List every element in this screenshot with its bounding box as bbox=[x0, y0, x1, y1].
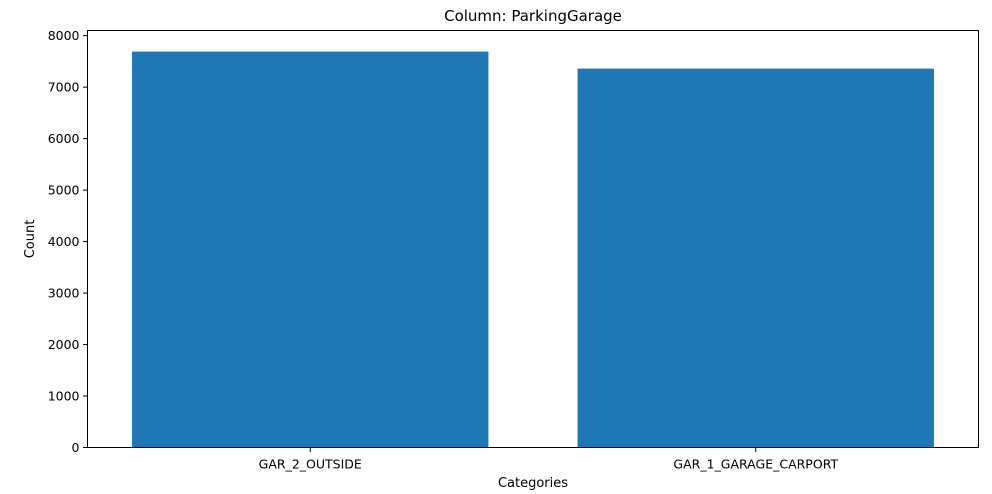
x-tick-label: GAR_2_OUTSIDE bbox=[259, 457, 362, 472]
y-axis: 0 1000 2000 3000 4000 5000 6000 7000 8000 bbox=[48, 28, 88, 455]
y-tick-label: 7000 bbox=[48, 80, 80, 95]
y-tick-label: 3000 bbox=[48, 286, 80, 301]
y-tick-label: 0 bbox=[72, 440, 80, 455]
y-tick-label: 4000 bbox=[48, 234, 80, 249]
chart-title: Column: ParkingGarage bbox=[444, 7, 622, 25]
y-tick-label: 8000 bbox=[48, 28, 80, 43]
bars-group bbox=[132, 51, 934, 448]
y-tick-label: 5000 bbox=[48, 183, 80, 198]
x-axis: GAR_2_OUTSIDE GAR_1_GARAGE_CARPORT bbox=[259, 447, 838, 472]
x-tick-label: GAR_1_GARAGE_CARPORT bbox=[673, 457, 838, 472]
y-tick-label: 1000 bbox=[48, 389, 80, 404]
bar-gar-2-outside bbox=[132, 51, 489, 448]
y-axis-title: Count bbox=[23, 220, 38, 259]
plot-frame bbox=[87, 30, 979, 448]
x-axis-title: Categories bbox=[498, 476, 568, 491]
bar-gar-1-garage-carport bbox=[577, 68, 934, 448]
y-tick-label: 6000 bbox=[48, 131, 80, 146]
y-tick-label: 2000 bbox=[48, 337, 80, 352]
